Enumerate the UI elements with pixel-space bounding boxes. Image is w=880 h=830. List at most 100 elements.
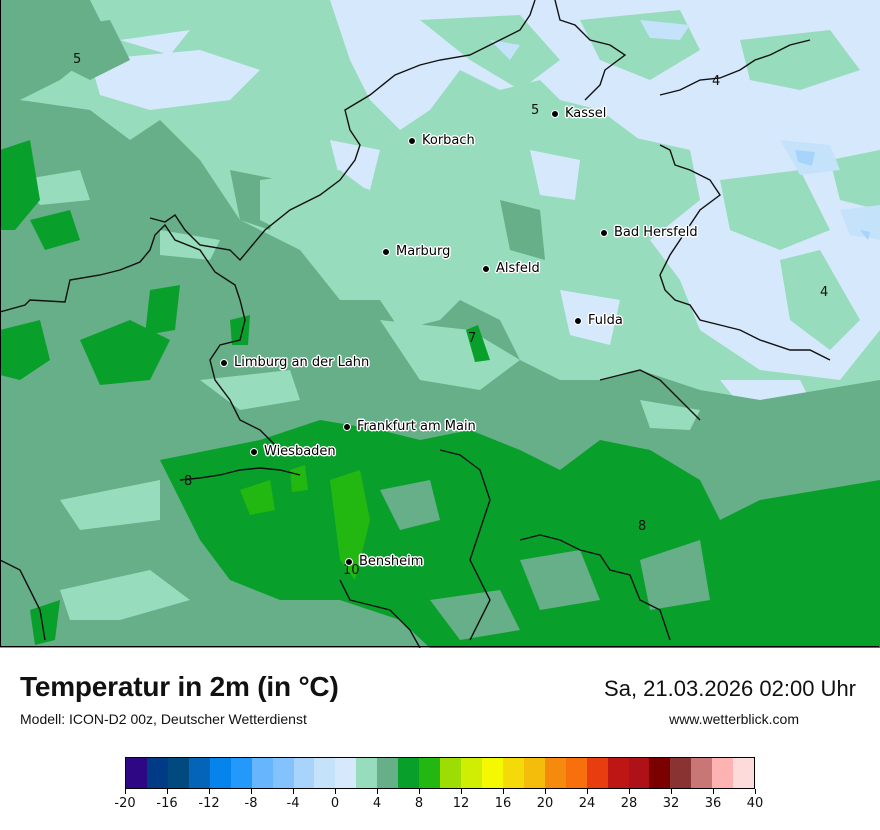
colorbar-segment: [146, 758, 168, 788]
city-label: Kassel: [565, 106, 607, 121]
temperature-colorbar: [125, 757, 755, 789]
city-frankfurt[interactable]: Frankfurt am Main: [343, 419, 476, 434]
colorbar-tick: [586, 789, 588, 794]
colorbar-tick-label: 32: [662, 796, 680, 811]
city-marker-icon: [382, 247, 390, 256]
colorbar-segment: [335, 758, 357, 788]
city-limburg[interactable]: Limburg an der Lahn: [220, 355, 369, 370]
colorbar-segment: [712, 758, 734, 788]
colorbar-tick-label: 12: [452, 796, 470, 811]
contour-label: 8: [638, 519, 647, 534]
colorbar-segment: [481, 758, 503, 788]
model-source: Modell: ICON-D2 00z, Deutscher Wetterdie…: [20, 711, 307, 727]
colorbar-segment: [461, 758, 482, 788]
colorbar-segment: [607, 758, 629, 788]
colorbar-tick-label: 4: [372, 796, 382, 811]
city-marker-icon: [343, 422, 351, 431]
colorbar-tick: [670, 789, 672, 794]
city-label: Alsfeld: [496, 261, 540, 276]
colorbar-tick-label: 28: [620, 796, 638, 811]
colorbar-tick: [208, 789, 210, 794]
colorbar-tick: [754, 789, 756, 794]
colorbar-segment: [356, 758, 378, 788]
city-wiesbaden[interactable]: Wiesbaden: [250, 444, 336, 459]
colorbar-tick-label: -20: [114, 796, 136, 811]
colorbar-tick-label: -4: [286, 796, 300, 811]
colorbar-tick-label: -16: [156, 796, 178, 811]
colorbar-tick-label: -12: [198, 796, 220, 811]
colorbar-tick-label: 20: [536, 796, 554, 811]
colorbar-segment: [649, 758, 671, 788]
colorbar-tick-label: 36: [704, 796, 722, 811]
colorbar-tick: [712, 789, 714, 794]
colorbar-segment: [377, 758, 399, 788]
region-2-4-patches: [20, 170, 700, 620]
contour-label: 5: [531, 103, 540, 118]
region-2-4-islands: [420, 10, 880, 350]
contour-label: 7: [468, 331, 477, 346]
contour-label: 10: [343, 563, 360, 578]
city-marker-icon: [482, 264, 490, 273]
contour-label: 4: [820, 285, 829, 300]
colorbar-segment: [230, 758, 252, 788]
colorbar-tick-label: -8: [244, 796, 258, 811]
contour-label: 4: [712, 74, 721, 89]
city-kassel[interactable]: Kassel: [551, 106, 606, 121]
colorbar-tick: [250, 789, 252, 794]
city-label: Fulda: [588, 313, 623, 328]
contour-label: 8: [184, 474, 193, 489]
state-borders: [0, 0, 831, 648]
colorbar-tick: [628, 789, 630, 794]
colorbar-segment: [544, 758, 566, 788]
city-marker-icon: [220, 358, 228, 367]
colorbar-segment: [670, 758, 692, 788]
colorbar-tick-label: 8: [414, 796, 424, 811]
contour-label: 5: [73, 52, 82, 67]
colorbar-segment: [188, 758, 210, 788]
colorbar-segment: [209, 758, 231, 788]
city-label: Bad Hersfeld: [614, 225, 698, 240]
city-bensheim[interactable]: Bensheim: [345, 554, 423, 569]
region-minus2-0: [490, 20, 880, 240]
website-link[interactable]: www.wetterblick.com: [669, 711, 799, 727]
temperature-map[interactable]: 5 5 4 4 7 8 8 10 Kassel Korbach Bad Hers…: [0, 0, 880, 648]
colorbar-segment: [733, 758, 755, 788]
colorbar-segment: [440, 758, 461, 788]
colorbar-tick: [334, 789, 336, 794]
region-minus4-minus2: [795, 150, 870, 240]
colorbar-segment: [272, 758, 294, 788]
colorbar-tick: [418, 789, 420, 794]
city-label: Wiesbaden: [264, 444, 336, 459]
colorbar-segment: [293, 758, 315, 788]
colorbar-segment: [251, 758, 273, 788]
colorbar-segment: [523, 758, 545, 788]
city-marburg[interactable]: Marburg: [382, 244, 450, 259]
city-fulda[interactable]: Fulda: [574, 313, 623, 328]
colorbar-tick: [376, 789, 378, 794]
colorbar-tick-label: 0: [330, 796, 340, 811]
colorbar-tick: [124, 789, 126, 794]
city-alsfeld[interactable]: Alsfeld: [482, 261, 540, 276]
colorbar-tick-label: 40: [746, 796, 764, 811]
city-bad-hersfeld[interactable]: Bad Hersfeld: [600, 225, 698, 240]
colorbar-tick: [460, 789, 462, 794]
region-8-10: [240, 465, 370, 580]
city-label: Limburg an der Lahn: [234, 355, 370, 370]
chart-title: Temperatur in 2m (in °C): [20, 671, 339, 702]
city-label: Korbach: [422, 133, 475, 148]
colorbar-segment: [419, 758, 441, 788]
city-korbach[interactable]: Korbach: [408, 133, 475, 148]
colorbar-segment: [167, 758, 189, 788]
forecast-datetime: Sa, 21.03.2026 02:00 Uhr: [604, 676, 856, 701]
colorbar-segment: [502, 758, 524, 788]
city-marker-icon: [408, 136, 416, 145]
city-label: Frankfurt am Main: [357, 419, 476, 434]
colorbar-segment: [565, 758, 587, 788]
city-marker-icon: [574, 316, 582, 325]
city-marker-icon: [551, 109, 559, 118]
colorbar-segment: [691, 758, 713, 788]
city-marker-icon: [600, 228, 608, 237]
colorbar-tick: [166, 789, 168, 794]
city-marker-icon: [250, 447, 258, 456]
city-label: Bensheim: [359, 554, 424, 569]
